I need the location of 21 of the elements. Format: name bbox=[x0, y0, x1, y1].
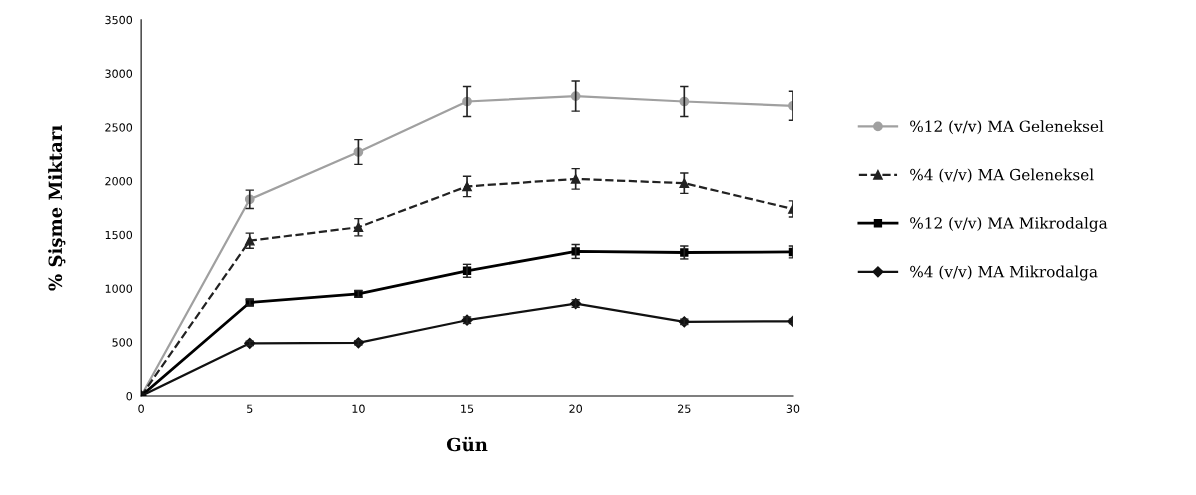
x-tick-label: 30 bbox=[786, 404, 800, 413]
legend-label: %4 (v/v) MA Geleneksel bbox=[910, 168, 1094, 183]
y-tick-label: 0 bbox=[126, 391, 133, 401]
y-tick-label: 1000 bbox=[105, 284, 133, 293]
y-tick-label: 500 bbox=[112, 338, 133, 347]
y-tick-label: 3000 bbox=[105, 69, 133, 78]
x-axis-title: Gün bbox=[446, 436, 488, 452]
legend-label: %12 (v/v) MA Mikrodalga bbox=[910, 216, 1108, 232]
y-tick-label: 3500 bbox=[105, 15, 133, 25]
x-tick-label: 10 bbox=[352, 404, 365, 413]
x-tick-label: 0 bbox=[138, 404, 144, 413]
x-tick-label: 25 bbox=[678, 404, 691, 413]
y-tick-label: 2000 bbox=[105, 177, 133, 186]
legend-label: %12 (v/v) MA Geleneksel bbox=[910, 120, 1104, 135]
x-tick-label: 15 bbox=[461, 404, 474, 413]
x-tick-label: 5 bbox=[247, 404, 253, 413]
legend-label: %4 (v/v) MA Mikrodalga bbox=[910, 265, 1098, 281]
y-tick-label: 2500 bbox=[105, 123, 133, 132]
x-tick-label: 20 bbox=[569, 404, 583, 413]
y-axis-title: % Şişme Miktarı bbox=[48, 125, 66, 291]
y-tick-label: 1500 bbox=[105, 230, 133, 240]
